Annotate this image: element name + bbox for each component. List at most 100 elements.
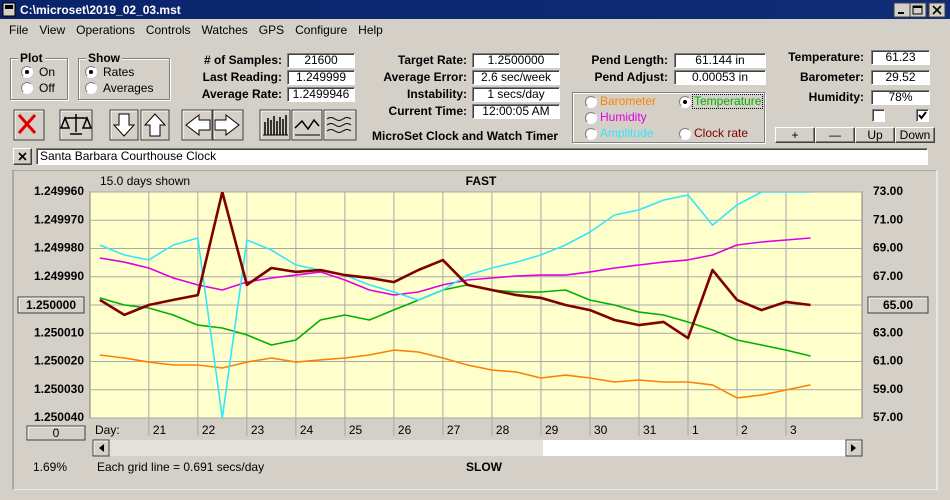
field-value: 21600 bbox=[287, 53, 355, 68]
tool-icon bbox=[294, 118, 320, 136]
series-radio[interactable] bbox=[585, 96, 597, 108]
icon-part bbox=[60, 110, 91, 139]
field-label: Average Rate: bbox=[201, 87, 282, 101]
field-value: 61.23 bbox=[871, 50, 930, 65]
x-tick-label: 21 bbox=[153, 423, 167, 437]
radio-button[interactable] bbox=[21, 82, 33, 94]
menu-item[interactable]: GPS bbox=[258, 23, 285, 37]
x-tick-label: 31 bbox=[643, 423, 657, 437]
radio-button[interactable] bbox=[85, 82, 97, 94]
field-value: 61.144 in bbox=[674, 53, 766, 68]
series-line bbox=[99, 192, 811, 340]
title-bar-art bbox=[2, 2, 946, 18]
y2-tick-label: 61.00 bbox=[873, 354, 903, 368]
series-line bbox=[99, 349, 811, 399]
radio-button[interactable] bbox=[85, 66, 97, 78]
menu-item[interactable]: Configure bbox=[295, 23, 348, 37]
icon-part bbox=[112, 113, 136, 137]
y-tick-label: 1.249960 bbox=[34, 184, 84, 198]
checkbox[interactable] bbox=[872, 109, 885, 122]
field-value: 1.2499946 bbox=[287, 87, 355, 102]
axis-button-highlight bbox=[18, 297, 83, 312]
panel-border bbox=[12, 170, 937, 490]
menu-item[interactable]: File bbox=[9, 23, 29, 37]
app-icon bbox=[2, 2, 16, 17]
series-line bbox=[99, 192, 811, 418]
y-tick-label: 1.250010 bbox=[34, 325, 84, 339]
tool-button[interactable] bbox=[181, 109, 213, 141]
series-label: Barometer bbox=[600, 94, 657, 108]
tool-button[interactable] bbox=[291, 109, 323, 141]
y-tick-label: 1.249970 bbox=[34, 212, 84, 226]
icon-part bbox=[141, 110, 168, 139]
button[interactable]: Up bbox=[855, 127, 895, 143]
series-label: Temperature bbox=[691, 94, 764, 109]
series-radio[interactable] bbox=[585, 112, 597, 124]
menu-item[interactable]: Watches bbox=[201, 23, 248, 37]
button[interactable]: Down bbox=[895, 127, 935, 143]
maximize-button[interactable] bbox=[909, 2, 927, 18]
field-label: Humidity: bbox=[808, 90, 864, 104]
icon-part bbox=[182, 110, 211, 139]
axis-button[interactable] bbox=[17, 296, 85, 314]
button[interactable]: — bbox=[815, 127, 855, 143]
series-radio[interactable] bbox=[679, 128, 691, 140]
y2-tick-label: 59.00 bbox=[873, 382, 903, 396]
zero-button-highlight bbox=[27, 426, 84, 439]
series-radio[interactable] bbox=[679, 96, 691, 108]
tool-button[interactable] bbox=[212, 109, 244, 141]
x-tick-label: 25 bbox=[349, 423, 363, 437]
tool-button[interactable] bbox=[323, 109, 357, 141]
tool-button[interactable] bbox=[59, 109, 93, 141]
tool-icon bbox=[263, 115, 288, 136]
icon-part bbox=[14, 110, 43, 139]
tool-button[interactable] bbox=[140, 109, 170, 141]
series-selector bbox=[572, 92, 765, 143]
icon-part bbox=[110, 110, 137, 139]
y2-tick-label: 73.00 bbox=[873, 184, 903, 198]
menu-item[interactable]: Controls bbox=[145, 23, 191, 37]
field-label: Last Reading: bbox=[202, 70, 282, 84]
field-value: 1 secs/day bbox=[472, 87, 560, 102]
axis-button[interactable] bbox=[867, 296, 929, 314]
menu-bar: File View Operations Controls Watches GPS Conf… bbox=[0, 20, 394, 40]
radio-label: Off bbox=[39, 81, 55, 95]
y-tick-label: 1.250020 bbox=[34, 354, 84, 368]
y2-tick-label: 57.00 bbox=[873, 410, 903, 424]
icon-part bbox=[260, 110, 289, 139]
field-label: Temperature: bbox=[788, 50, 864, 64]
clear-icon bbox=[18, 152, 27, 161]
checkbox[interactable] bbox=[916, 109, 929, 122]
field-value: 29.52 bbox=[871, 70, 930, 85]
menu-item[interactable]: Operations bbox=[76, 23, 135, 37]
fast-label: FAST bbox=[466, 174, 497, 188]
panel-border bbox=[13, 170, 938, 490]
tool-icon bbox=[59, 114, 93, 135]
menu-item[interactable]: Help bbox=[358, 23, 383, 37]
tool-button[interactable] bbox=[13, 109, 45, 141]
button[interactable]: + bbox=[775, 127, 815, 143]
y2-tick-label: 69.00 bbox=[873, 241, 903, 255]
series-label: Clock rate bbox=[694, 126, 749, 140]
field-value: 2.6 sec/week bbox=[472, 70, 560, 85]
zero-label: 0 bbox=[53, 426, 60, 440]
clear-button[interactable] bbox=[13, 148, 32, 165]
menu-item[interactable]: View bbox=[39, 23, 66, 37]
tool-button[interactable] bbox=[109, 109, 139, 141]
zero-button[interactable] bbox=[26, 425, 86, 441]
close-button[interactable] bbox=[928, 2, 946, 18]
chart: 21 22 23 24 25 26 27 28 29 30 31 1 2 31.2499601.24997… bbox=[12, 170, 938, 490]
minimize-button[interactable] bbox=[893, 2, 911, 18]
series-radio[interactable] bbox=[585, 128, 597, 140]
x-tick-label: 28 bbox=[496, 423, 510, 437]
radio-button[interactable] bbox=[21, 66, 33, 78]
y-tick-label: 1.249990 bbox=[34, 269, 84, 283]
tool-button[interactable] bbox=[259, 109, 291, 141]
slow-label: SLOW bbox=[466, 460, 503, 474]
x-tick-label: 29 bbox=[545, 423, 559, 437]
y-tick-label: 1.249980 bbox=[34, 241, 84, 255]
toolbar bbox=[13, 109, 357, 141]
title-bar: C:\microset\2019_02_03.mst bbox=[0, 0, 950, 19]
clock-name[interactable]: Santa Barbara Courthouse Clock bbox=[36, 148, 928, 165]
field-label: Instability: bbox=[406, 87, 467, 101]
